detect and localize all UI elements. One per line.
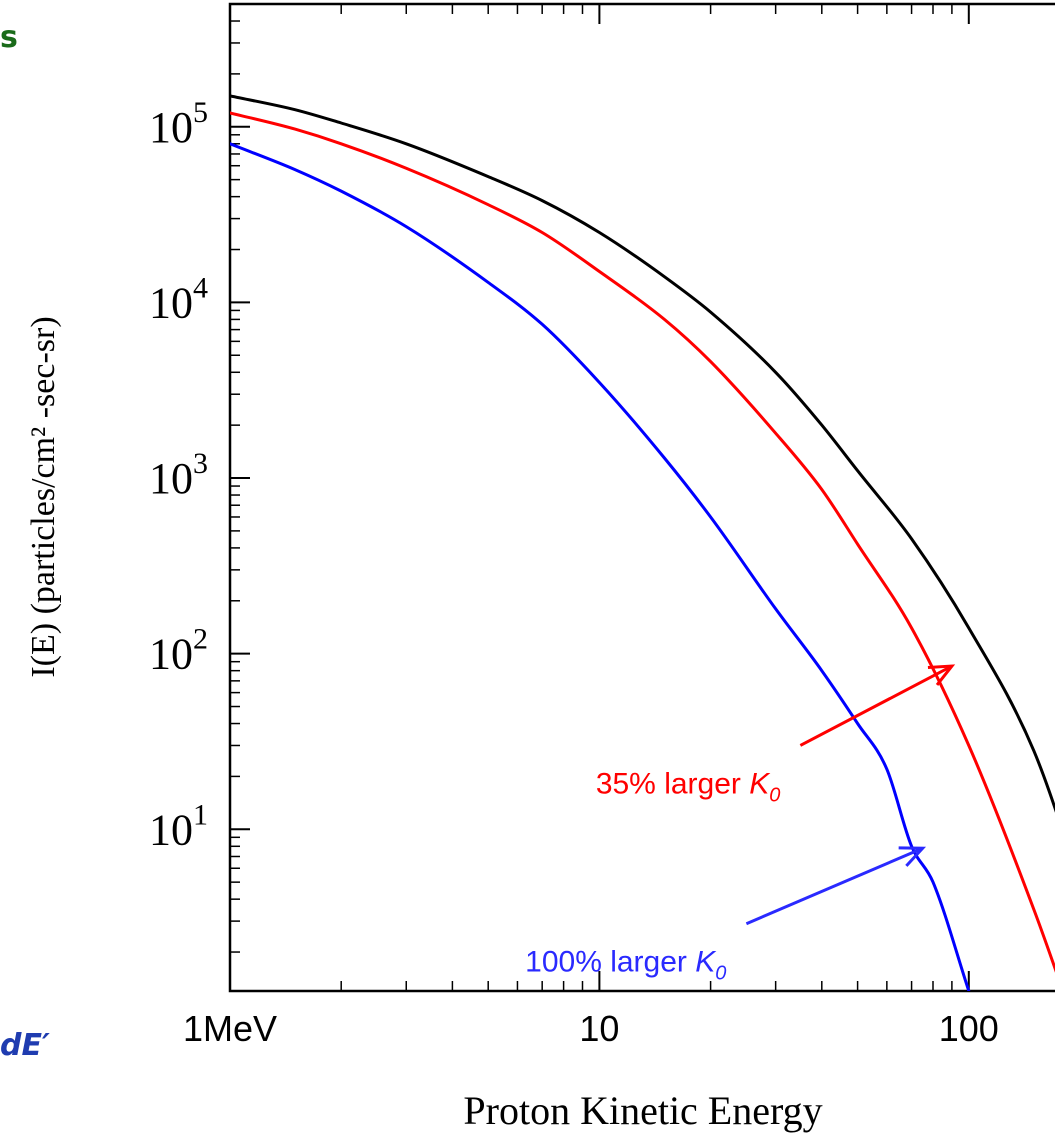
plot-frame (228, 2, 1055, 993)
curve-k0_35 (230, 111, 1055, 973)
axis-labels: Proton Kinetic Energy I(E) (particles/cm… (25, 316, 823, 1133)
annotation-note_k0_100: 100% larger K0 (525, 946, 726, 985)
y-axis-label: I(E) (particles/cm² -sec-sr) (25, 316, 62, 677)
y-tick-label: 105 (149, 96, 208, 152)
arrow-head-note_k0_35 (927, 664, 956, 686)
x-tick-label: 10 (579, 1008, 619, 1049)
arrow-head-note_k0_100 (898, 846, 927, 867)
arrow-shaft-note_k0_100 (745, 846, 924, 926)
arrow-shaft-note_k0_35 (799, 664, 953, 747)
curve-k0_100 (230, 142, 971, 991)
y-tick-label: 104 (149, 271, 208, 327)
y-tick-label: 101 (149, 798, 208, 854)
x-axis-label: Proton Kinetic Energy (463, 1088, 822, 1133)
annotation-note_k0_35: 35% larger K0 (596, 767, 781, 806)
y-tick-label: 103 (149, 447, 208, 503)
clipped-text-fragment-bottom: dE′ (0, 1028, 50, 1063)
curves (230, 94, 1055, 991)
x-tick-label: 1MeV (183, 1008, 277, 1049)
axes: 1MeV 10 100 101 102 103 104 105 (149, 2, 1055, 1049)
clipped-text-fragment-top: s (0, 20, 18, 55)
y-tick-label: 102 (149, 623, 208, 679)
annotations: 35% larger K0 100% larger K0 (525, 664, 956, 985)
curve-baseline (230, 94, 1055, 813)
x-tick-label: 100 (939, 1008, 999, 1049)
